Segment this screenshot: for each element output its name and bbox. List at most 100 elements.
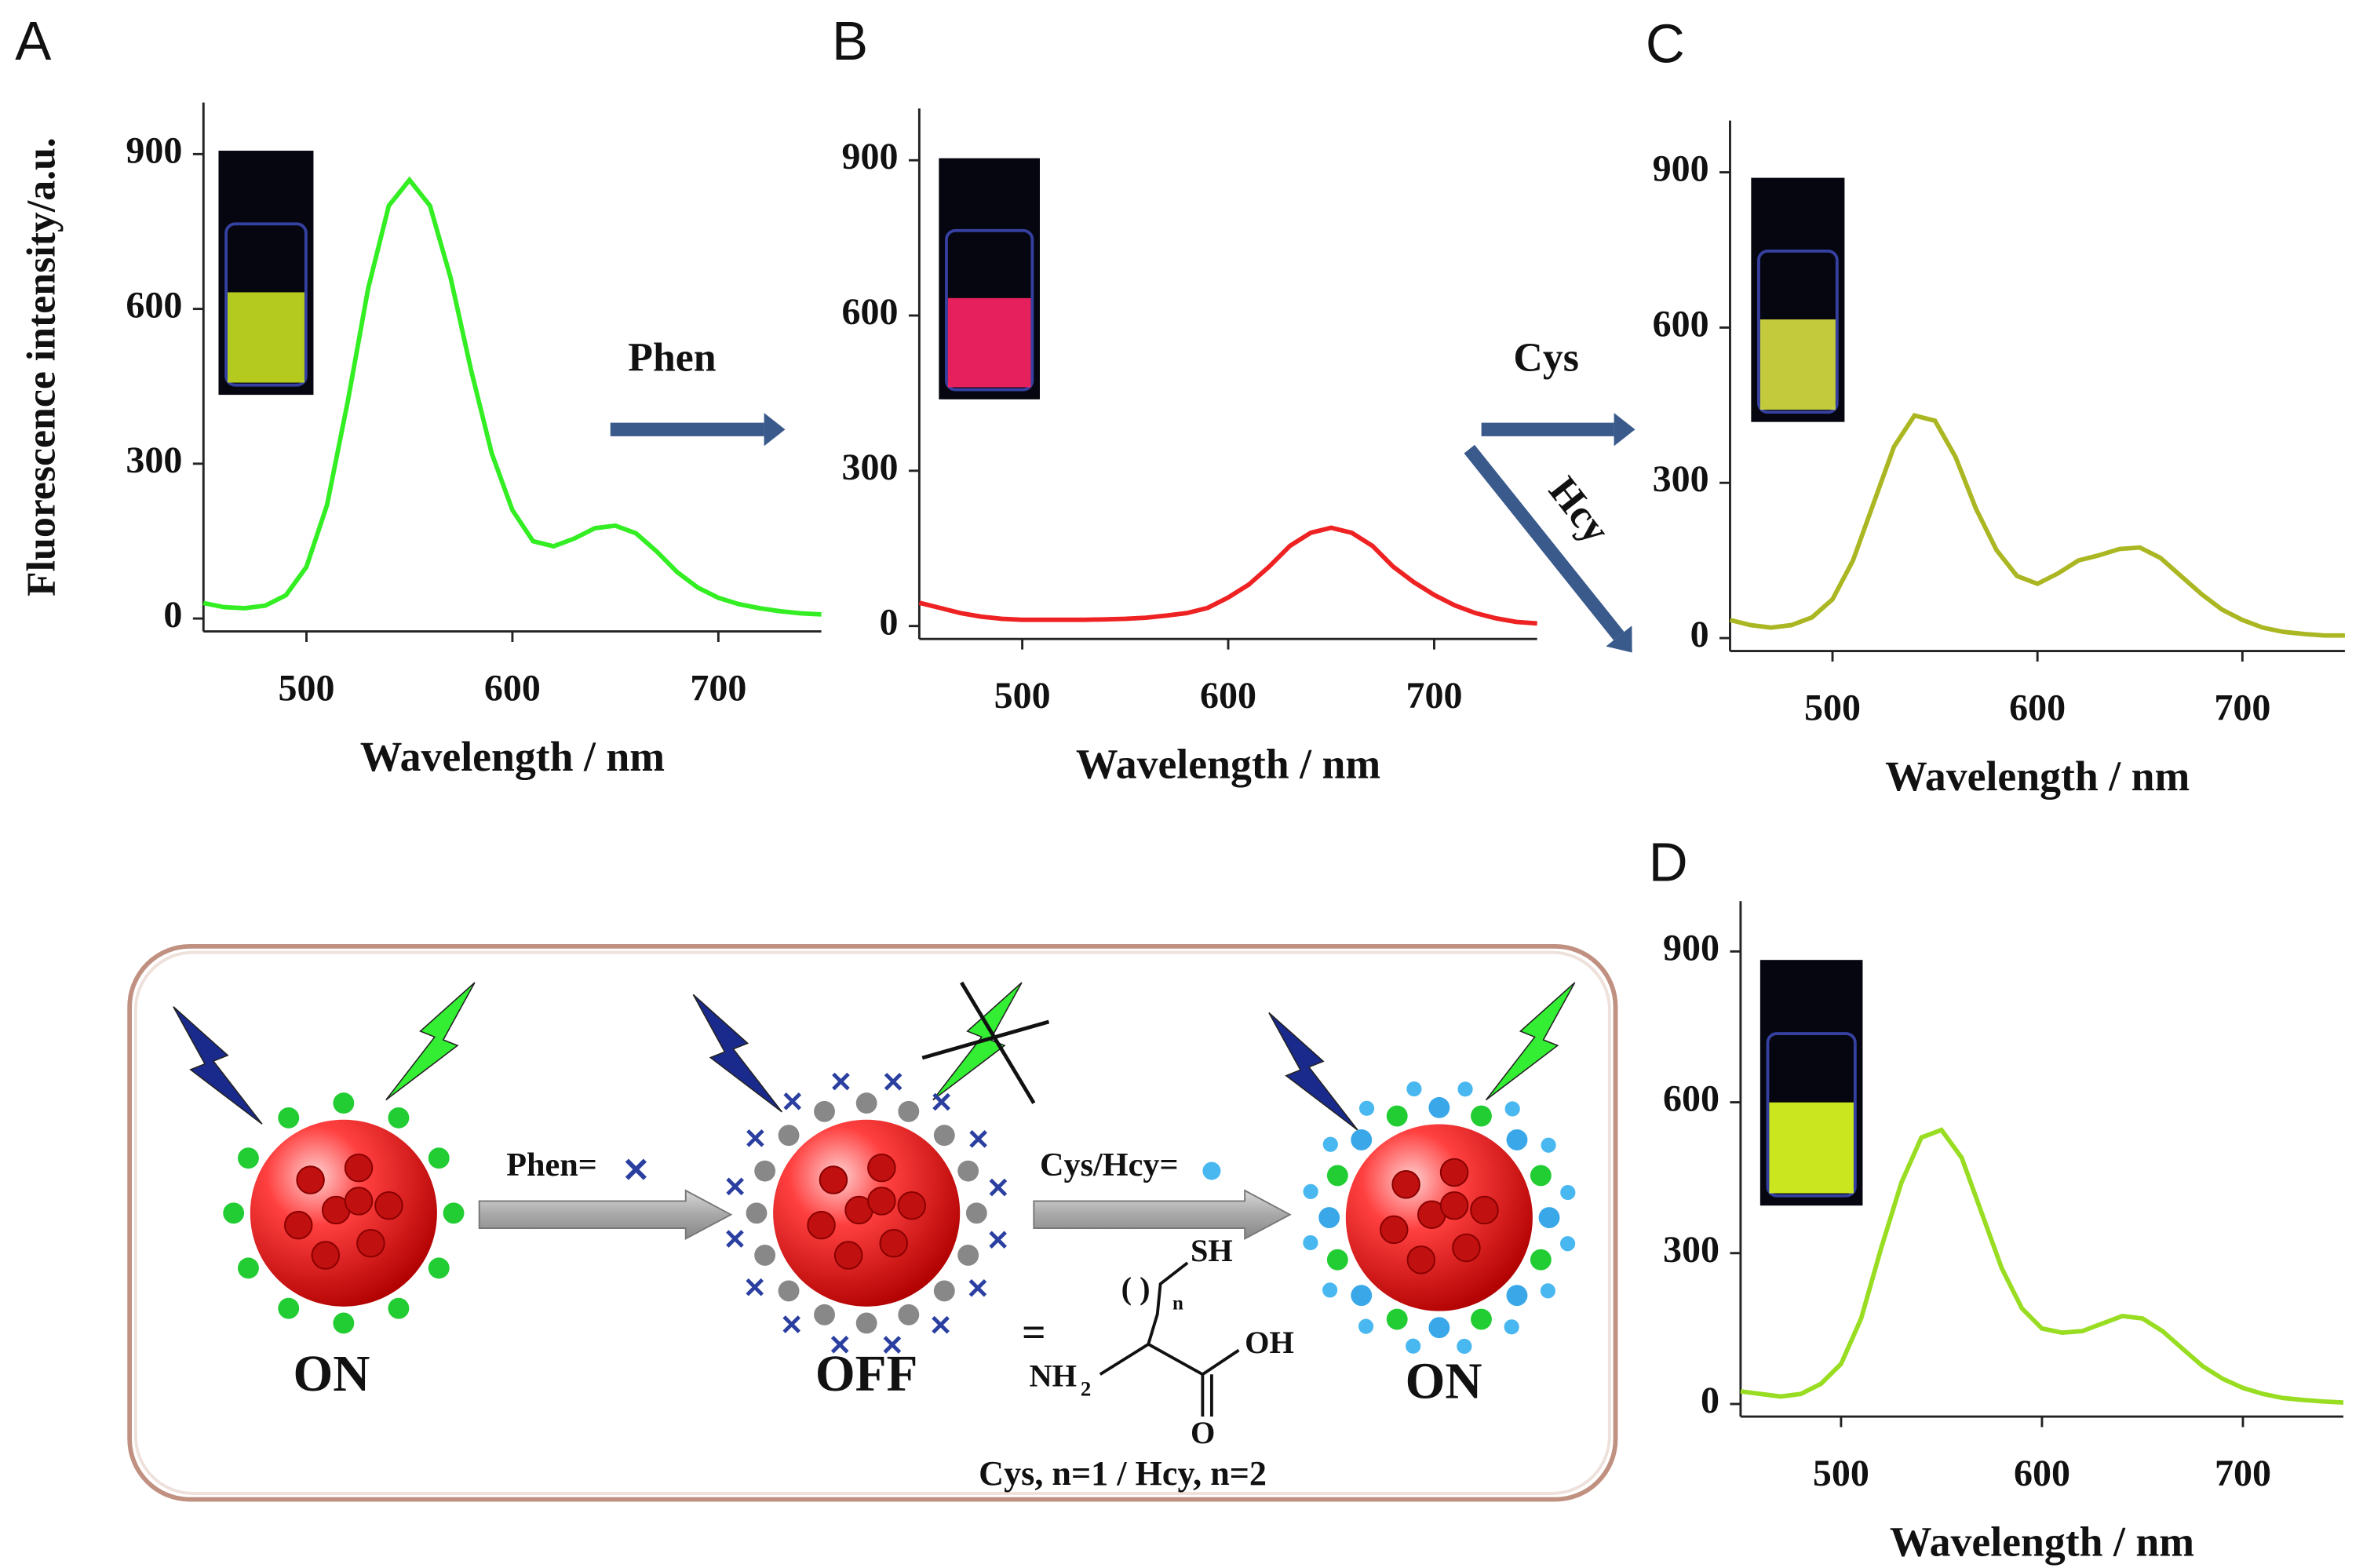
cys-icon bbox=[1202, 1161, 1221, 1180]
light-bolt bbox=[1268, 1012, 1358, 1131]
ligand-dot bbox=[933, 1280, 955, 1302]
vial-liquid bbox=[1769, 1102, 1854, 1194]
x-axis-label: Wavelength / nm bbox=[360, 733, 665, 780]
cys-mark bbox=[1303, 1183, 1318, 1199]
atom-label: NH bbox=[1030, 1358, 1077, 1393]
cys-mark bbox=[1541, 1137, 1556, 1153]
ligand-dot bbox=[1506, 1129, 1528, 1150]
cys-mark bbox=[1322, 1136, 1338, 1152]
inner-dot bbox=[311, 1241, 341, 1270]
state-label: OFF bbox=[815, 1346, 918, 1402]
arrow-label: Cys bbox=[1513, 336, 1579, 381]
atom-label: ( ) bbox=[1121, 1271, 1151, 1306]
panel-label: D bbox=[1649, 831, 1688, 892]
ligand-dot bbox=[957, 1160, 979, 1182]
process-arrow bbox=[1464, 444, 1625, 640]
ligand-dot bbox=[778, 1125, 800, 1147]
spectrum-line bbox=[918, 525, 1537, 626]
state-label: ON bbox=[294, 1346, 370, 1402]
inner-dot bbox=[867, 1153, 896, 1183]
scheme-frame-inner bbox=[133, 950, 1611, 1495]
inner-dot bbox=[1439, 1158, 1469, 1187]
inner-dot bbox=[296, 1165, 325, 1194]
cys-mark bbox=[1504, 1319, 1519, 1335]
ligand-dot bbox=[754, 1244, 776, 1266]
phen-mark bbox=[830, 1335, 849, 1354]
process-arrowhead bbox=[764, 413, 786, 447]
vial-glass bbox=[224, 222, 308, 387]
step-arrow bbox=[1033, 1189, 1292, 1241]
atom-label: SH bbox=[1191, 1233, 1233, 1268]
x-tick-label: 500 bbox=[994, 675, 1051, 717]
ligand-dot bbox=[965, 1202, 987, 1224]
x-tick-label: 600 bbox=[2009, 687, 2066, 728]
quench-cross bbox=[921, 981, 1050, 1104]
ligand-dot bbox=[428, 1257, 450, 1279]
ligand-dot bbox=[1386, 1308, 1408, 1330]
light-bolt bbox=[385, 982, 476, 1101]
inner-dot bbox=[344, 1153, 374, 1183]
vial-glass bbox=[945, 228, 1034, 392]
vial-glass bbox=[1766, 1032, 1857, 1198]
step-arrow bbox=[478, 1189, 733, 1241]
scheme-caption: Cys, n=1 / Hcy, n=2 bbox=[979, 1454, 1267, 1493]
process-arrowhead bbox=[1606, 625, 1632, 653]
y-tick-label: 600 bbox=[126, 285, 182, 326]
y-tick-label: 300 bbox=[841, 447, 898, 488]
ligand-dot bbox=[957, 1244, 979, 1266]
spectrum-line bbox=[1740, 1127, 2344, 1406]
inner-dot bbox=[897, 1191, 927, 1220]
ligand-dot bbox=[278, 1107, 300, 1129]
ligand-dot bbox=[778, 1280, 800, 1302]
ligand-dot bbox=[333, 1312, 355, 1334]
ligand-dot bbox=[933, 1125, 955, 1147]
ligand-dot bbox=[443, 1202, 465, 1224]
ligand-dot bbox=[855, 1092, 877, 1114]
step-label: Phen= bbox=[506, 1147, 597, 1183]
cys-mark bbox=[1457, 1338, 1472, 1355]
ligand-dot bbox=[333, 1092, 355, 1114]
ligand-dot bbox=[1506, 1285, 1528, 1307]
y-tick-label: 600 bbox=[1663, 1078, 1719, 1120]
ligand-dot bbox=[1471, 1308, 1492, 1330]
arrow-label: Phen bbox=[628, 336, 716, 381]
atom-label: O bbox=[1191, 1415, 1215, 1450]
ligand-dot bbox=[1351, 1129, 1373, 1150]
phen-mark bbox=[968, 1278, 987, 1297]
spectrum-line bbox=[1729, 413, 2345, 638]
phen-mark bbox=[782, 1315, 801, 1333]
atom-label: = bbox=[1022, 1309, 1046, 1356]
inner-dot bbox=[1406, 1245, 1436, 1274]
light-bolt bbox=[692, 994, 783, 1113]
ligand-dot bbox=[238, 1257, 259, 1279]
ligand-dot bbox=[1428, 1096, 1450, 1118]
inner-dot bbox=[1391, 1170, 1420, 1199]
ligand-dot bbox=[1351, 1285, 1373, 1307]
inner-dot bbox=[819, 1165, 848, 1194]
y-tick-label: 900 bbox=[1653, 148, 1709, 190]
cys-mark bbox=[1303, 1234, 1318, 1251]
y-tick-label: 300 bbox=[1663, 1229, 1719, 1271]
y-tick-label: 300 bbox=[126, 439, 182, 481]
ligand-dot bbox=[1538, 1207, 1560, 1228]
state-label: ON bbox=[1406, 1354, 1482, 1410]
y-tick-label: 600 bbox=[841, 291, 898, 333]
x-tick-label: 700 bbox=[2215, 1453, 2271, 1494]
panel-label: A bbox=[15, 10, 51, 71]
ligand-dot bbox=[898, 1100, 920, 1122]
inner-dot bbox=[833, 1241, 863, 1270]
ligand-dot bbox=[898, 1304, 920, 1326]
y-tick-label: 300 bbox=[1653, 458, 1709, 500]
scheme-frame bbox=[127, 944, 1618, 1502]
ligand-dot bbox=[238, 1147, 259, 1169]
x-tick-label: 600 bbox=[2014, 1453, 2070, 1494]
inner-dot bbox=[1470, 1195, 1499, 1225]
cys-mark bbox=[1358, 1100, 1375, 1116]
cys-mark bbox=[1457, 1081, 1473, 1097]
phen-mark bbox=[726, 1177, 744, 1196]
atom-label: n bbox=[1172, 1293, 1183, 1315]
light-bolt bbox=[1485, 982, 1576, 1101]
inner-dot bbox=[807, 1210, 836, 1240]
cys-mark bbox=[1406, 1338, 1421, 1354]
phen-mark bbox=[932, 1092, 950, 1111]
